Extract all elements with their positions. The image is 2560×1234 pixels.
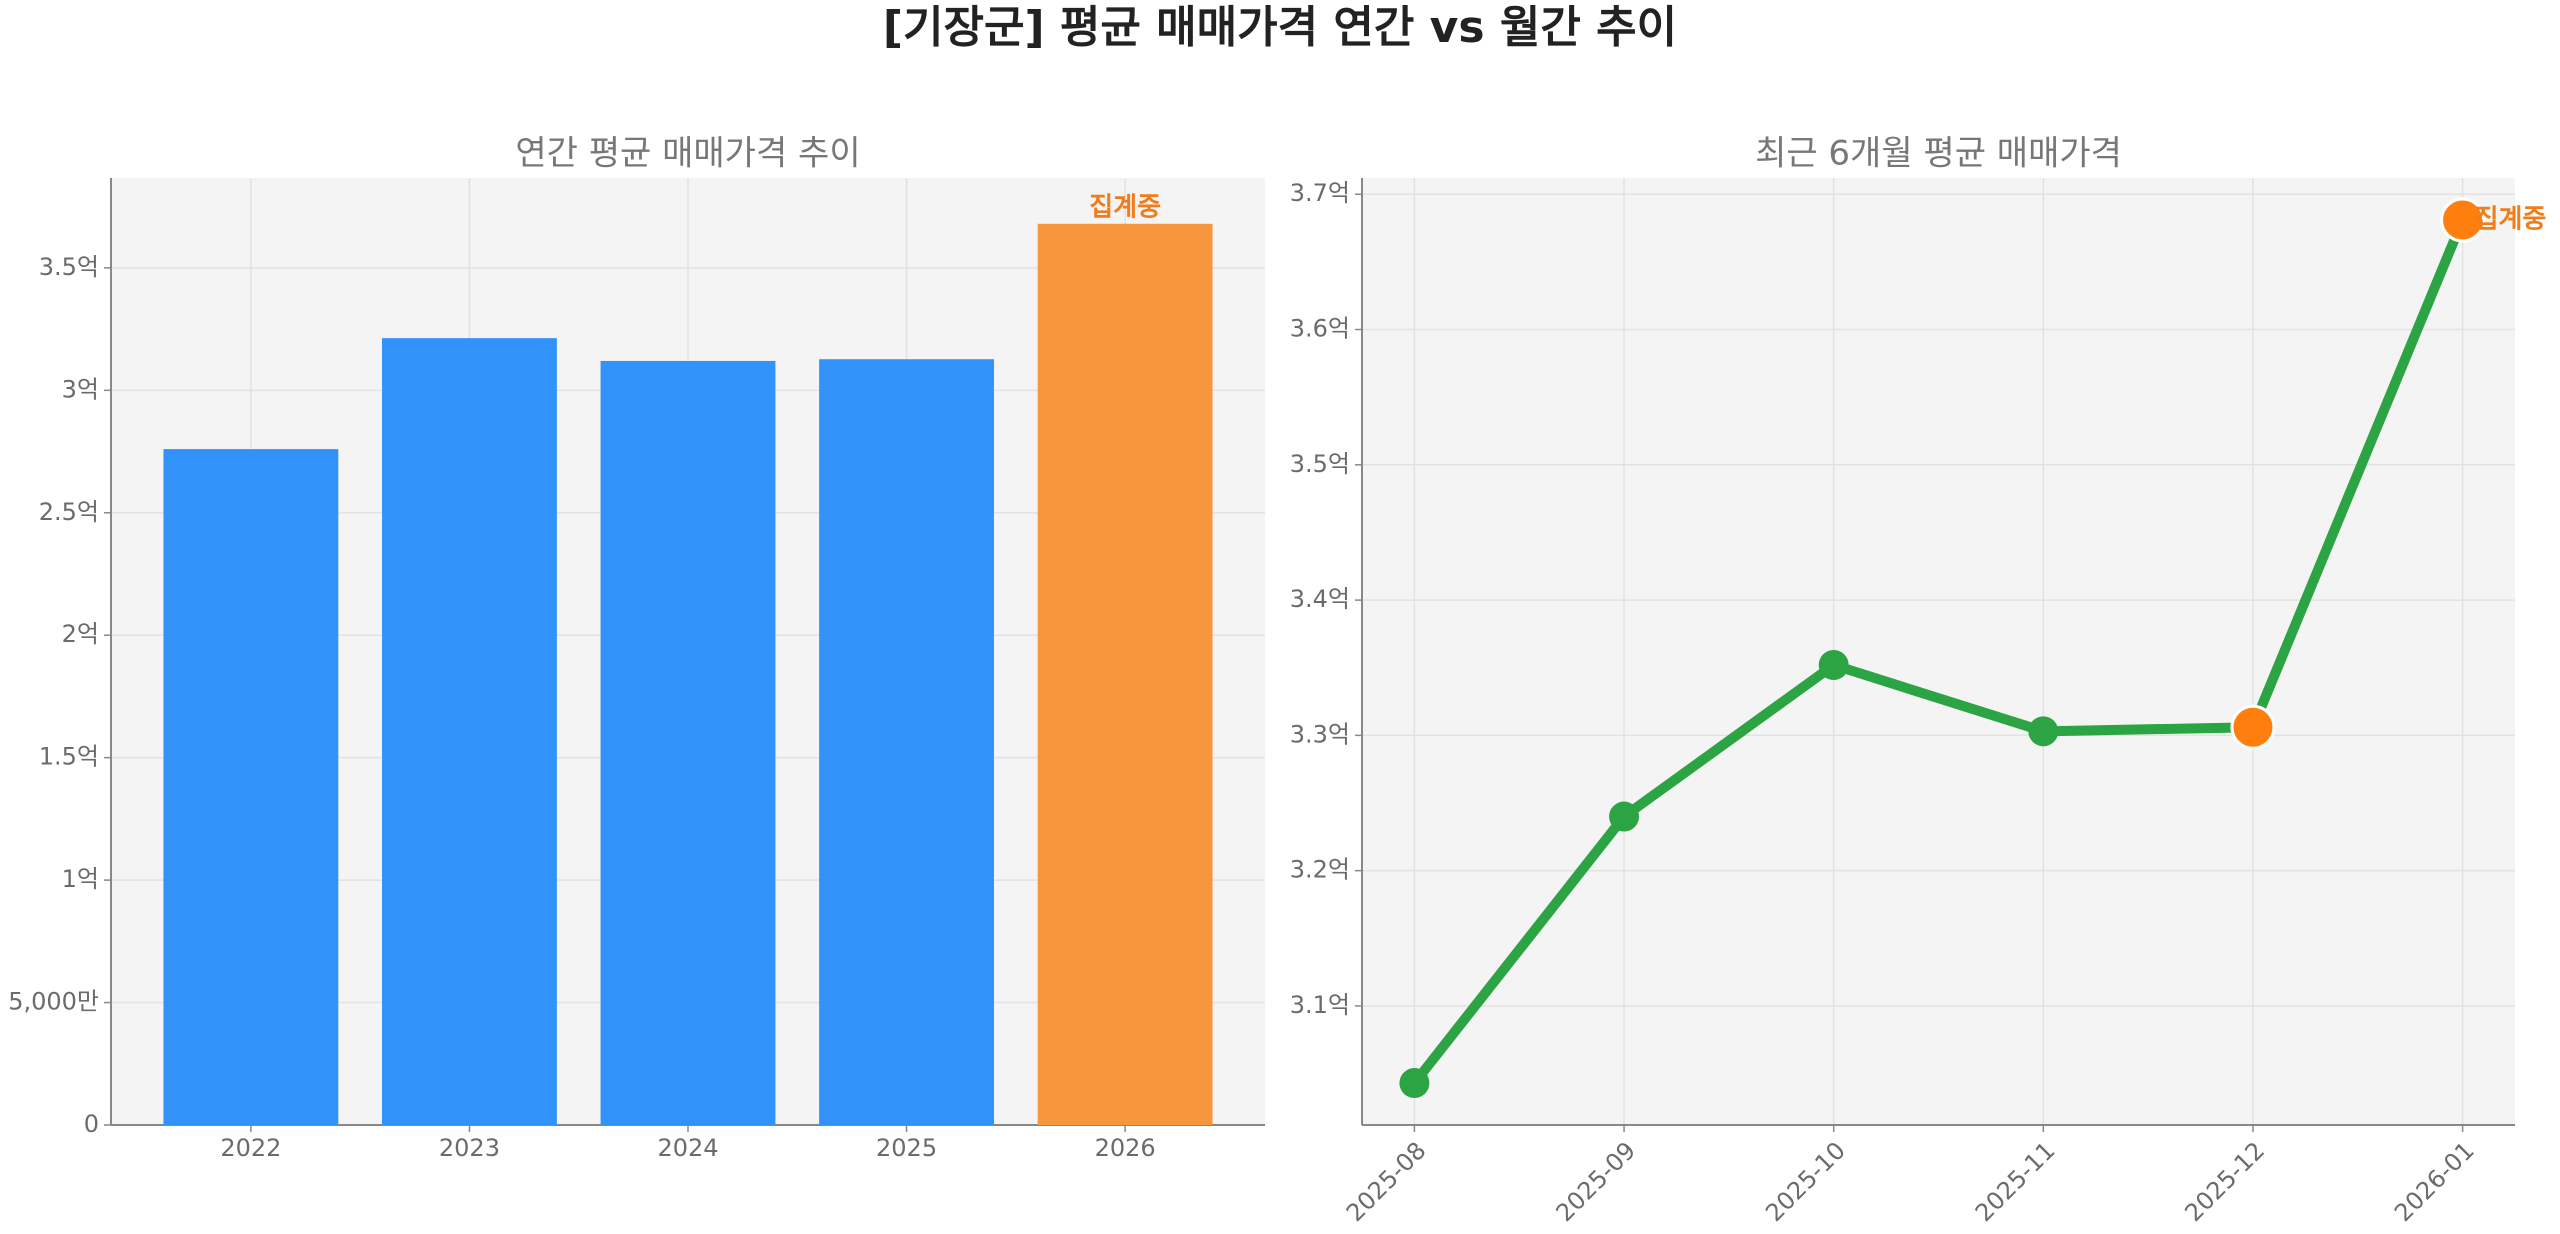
y-tick-label: 1.5억 [39, 743, 99, 771]
bar [600, 360, 776, 1126]
y-tick-label: 3.7억 [1290, 179, 1350, 207]
y-tick-label: 2억 [62, 620, 99, 648]
marker [2230, 704, 2276, 750]
y-tick-label: 3.6억 [1290, 315, 1350, 343]
marker [2028, 716, 2059, 747]
bar [382, 338, 557, 1126]
y-tick-label: 3.2억 [1290, 856, 1350, 884]
y-tick-label: 1억 [62, 865, 99, 893]
y-tick-label: 2.5억 [39, 498, 99, 526]
marker [2440, 197, 2486, 243]
x-tick-label: 2025-09 [1551, 1136, 1642, 1227]
annotation: 집계중 [2475, 204, 2547, 234]
figure-title: [기장군] 평균 매매가격 연간 vs 월간 추이 [883, 2, 1677, 53]
annotation: 집계중 [1089, 192, 1161, 222]
x-tick-label: 2025-11 [1970, 1136, 2061, 1227]
subplot-title: 최근 6개월 평균 매매가격 [1755, 134, 2122, 174]
x-tick-label: 2024 [657, 1134, 718, 1162]
y-tick-label: 0 [84, 1110, 99, 1138]
bar [819, 359, 994, 1125]
x-tick-label: 2025-10 [1760, 1136, 1851, 1227]
marker [1818, 650, 1849, 681]
bar [1037, 223, 1213, 1126]
marker [1609, 801, 1640, 832]
y-tick-label: 3.4억 [1290, 585, 1350, 613]
plot-area [1362, 178, 2515, 1125]
y-tick-label: 3억 [62, 375, 99, 403]
x-tick-label: 2025 [876, 1134, 937, 1162]
x-tick-label: 2022 [220, 1134, 281, 1162]
x-tick-label: 2025-12 [2179, 1136, 2270, 1227]
x-tick-label: 2023 [439, 1134, 500, 1162]
y-tick-label: 3.3억 [1290, 720, 1350, 748]
bar [163, 449, 339, 1125]
x-tick-label: 2026 [1095, 1134, 1156, 1162]
line [1410, 218, 2468, 1087]
y-tick-label: 5,000만 [8, 988, 99, 1016]
subplot-title: 연간 평균 매매가격 추이 [515, 134, 860, 174]
x-tick-label: 2026-01 [2389, 1136, 2480, 1227]
marker [1399, 1068, 1430, 1099]
y-tick-label: 3.5억 [39, 253, 99, 281]
y-tick-label: 3.5억 [1290, 450, 1350, 478]
x-tick-label: 2025-08 [1341, 1136, 1432, 1227]
y-tick-label: 3.1억 [1290, 991, 1350, 1019]
